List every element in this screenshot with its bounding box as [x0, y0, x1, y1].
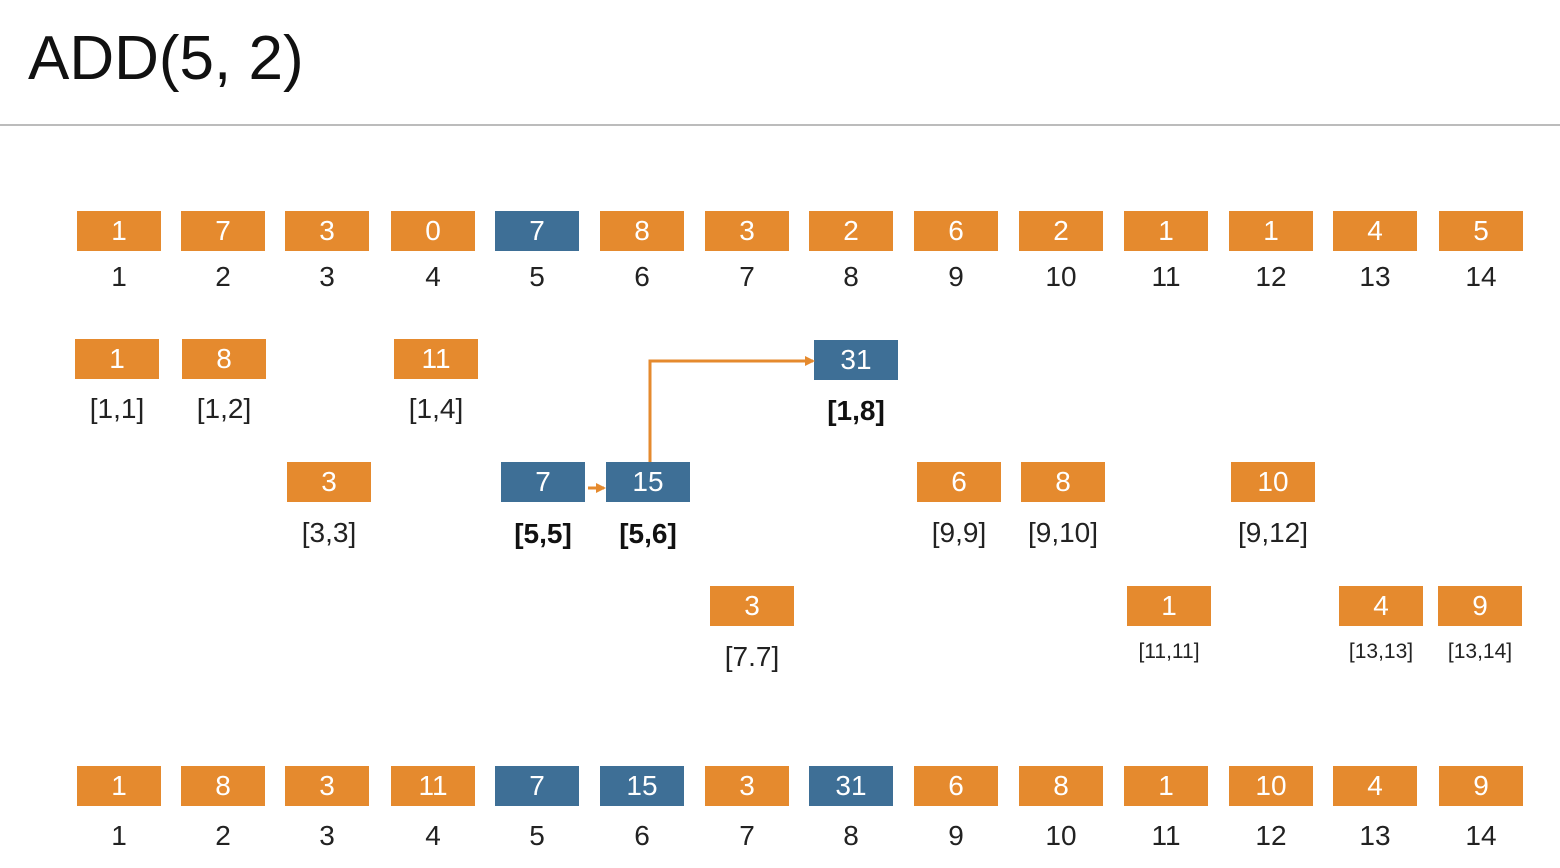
- tree-node-range-label: [1,4]: [408, 393, 464, 424]
- tree-node: 10: [1231, 462, 1315, 502]
- top-row-cell: 1: [77, 211, 161, 251]
- tree-node: 8: [182, 339, 266, 379]
- tree-node: 3: [287, 462, 371, 502]
- bottom-row-index-label: 12: [1255, 820, 1287, 851]
- top-row-index-label: 14: [1465, 261, 1497, 292]
- bottom-row-cell: 6: [914, 766, 998, 806]
- top-row-cell: 7: [495, 211, 579, 251]
- top-row-index-label: 7: [739, 261, 755, 292]
- tree-node: 3: [710, 586, 794, 626]
- bottom-row-cell: 1: [1124, 766, 1208, 806]
- top-row-cell: 3: [705, 211, 789, 251]
- tree-node-range-label: [9,10]: [1027, 517, 1099, 548]
- top-row-index-label: 4: [425, 261, 441, 292]
- top-row-cell: 1: [1124, 211, 1208, 251]
- top-row-cell: 6: [914, 211, 998, 251]
- tree-node: 31: [814, 340, 898, 380]
- bottom-row-cell: 15: [600, 766, 684, 806]
- bottom-row-cell: 31: [809, 766, 893, 806]
- tree-node: 9: [1438, 586, 1522, 626]
- bottom-row-cell: 10: [1229, 766, 1313, 806]
- top-row-index-label: 5: [529, 261, 545, 292]
- top-row-index-label: 12: [1255, 261, 1287, 292]
- tree-node-range-label: [13,13]: [1348, 640, 1414, 663]
- bottom-row-index-label: 2: [215, 820, 231, 851]
- top-row-cell: 3: [285, 211, 369, 251]
- top-row-index-label: 9: [948, 261, 964, 292]
- bottom-row-index-label: 1: [111, 820, 127, 851]
- bottom-row-cell: 7: [495, 766, 579, 806]
- tree-node-range-label: [1,8]: [827, 395, 885, 426]
- tree-node: 15: [606, 462, 690, 502]
- tree-node-range-label: [11,11]: [1138, 640, 1200, 663]
- bottom-row-cell: 8: [1019, 766, 1103, 806]
- bottom-row-index-label: 11: [1151, 820, 1181, 851]
- bottom-row-index-label: 13: [1359, 820, 1391, 851]
- top-row-index-label: 8: [843, 261, 859, 292]
- tree-node: 1: [75, 339, 159, 379]
- bottom-row-cell: 9: [1439, 766, 1523, 806]
- top-row-cell: 5: [1439, 211, 1523, 251]
- arrow-5-6-to-1-8: [648, 356, 815, 462]
- top-row-index-label: 1: [111, 261, 127, 292]
- bottom-row-cell: 11: [391, 766, 475, 806]
- top-row-index-label: 10: [1045, 261, 1077, 292]
- bottom-row-cell: 3: [705, 766, 789, 806]
- top-row-index-label: 11: [1151, 261, 1181, 292]
- tree-node: 8: [1021, 462, 1105, 502]
- tree-node-range-label: [9,12]: [1237, 517, 1309, 548]
- top-row-cell: 4: [1333, 211, 1417, 251]
- tree-node-range-label: [5,5]: [514, 518, 572, 549]
- top-row-cell: 8: [600, 211, 684, 251]
- bottom-row-index-label: 9: [948, 820, 964, 851]
- top-row-cell: 7: [181, 211, 265, 251]
- top-row-cell: 1: [1229, 211, 1313, 251]
- tree-node-range-label: [3,3]: [301, 517, 357, 548]
- top-row-index-label: 6: [634, 261, 650, 292]
- bottom-row-index-label: 6: [634, 820, 650, 851]
- top-row-index-label: 2: [215, 261, 231, 292]
- top-row-cell: 2: [809, 211, 893, 251]
- tree-node: 11: [394, 339, 478, 379]
- tree-node: 1: [1127, 586, 1211, 626]
- tree-node-range-label: [1,2]: [196, 393, 252, 424]
- bottom-row-cell: 8: [181, 766, 265, 806]
- bottom-row-cell: 4: [1333, 766, 1417, 806]
- bottom-row-index-label: 8: [843, 820, 859, 851]
- bottom-row-index-label: 10: [1045, 820, 1077, 851]
- bottom-row-index-label: 5: [529, 820, 545, 851]
- tree-node-range-label: [1,1]: [89, 393, 145, 424]
- tree-node: 4: [1339, 586, 1423, 626]
- tree-node-range-label: [13,14]: [1447, 640, 1513, 663]
- tree-node: 6: [917, 462, 1001, 502]
- bottom-row-cell: 3: [285, 766, 369, 806]
- tree-node: 7: [501, 462, 585, 502]
- tree-node-range-label: [5,6]: [619, 518, 677, 549]
- top-row-index-label: 13: [1359, 261, 1391, 292]
- bottom-row-index-label: 14: [1465, 820, 1497, 851]
- tree-node-range-label: [9,9]: [931, 517, 987, 548]
- title-divider: [0, 124, 1560, 126]
- tree-node-range-label: [7.7]: [724, 641, 780, 672]
- top-row-cell: 0: [391, 211, 475, 251]
- bottom-row-index-label: 3: [319, 820, 335, 851]
- top-row-index-label: 3: [319, 261, 335, 292]
- bottom-row-cell: 1: [77, 766, 161, 806]
- bottom-row-index-label: 7: [739, 820, 755, 851]
- diagram-title: ADD(5, 2): [28, 24, 304, 93]
- bottom-row-index-label: 4: [425, 820, 441, 851]
- top-row-cell: 2: [1019, 211, 1103, 251]
